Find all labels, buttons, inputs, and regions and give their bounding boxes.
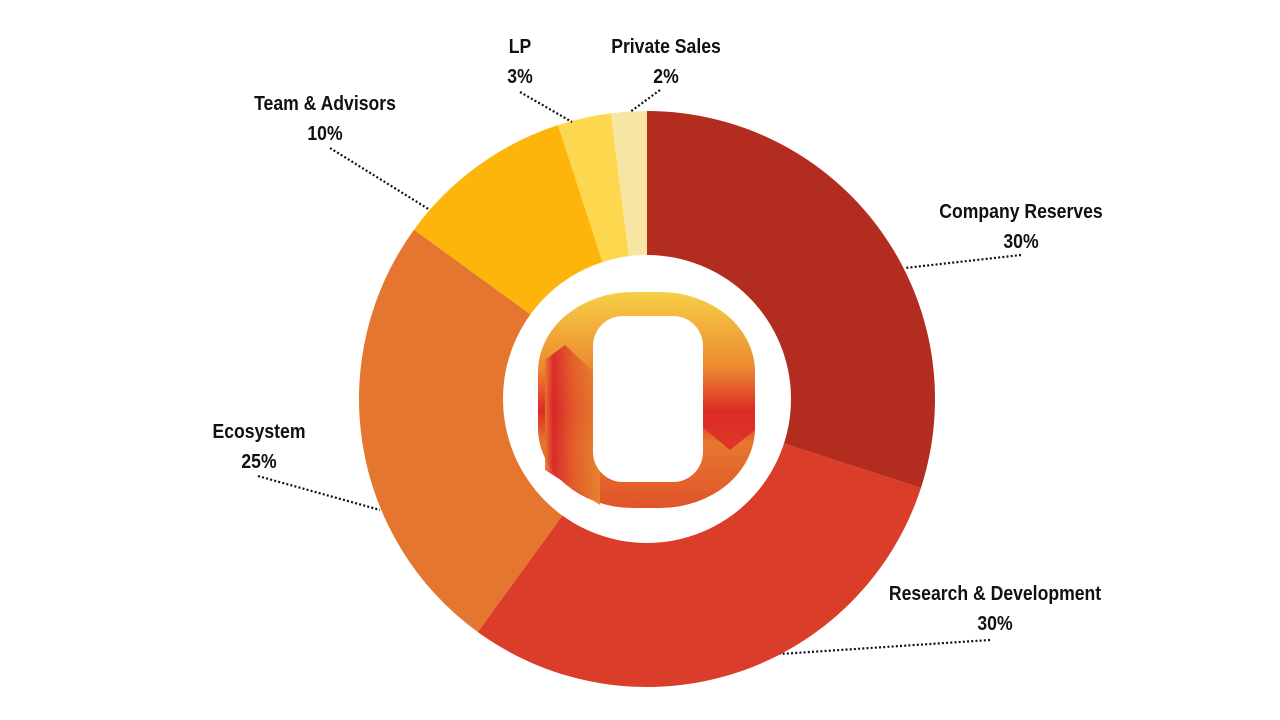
slice-research-development — [477, 399, 921, 687]
label-research-development: Research & Development 30% — [889, 579, 1101, 639]
slice-percent: 2% — [653, 66, 679, 88]
slice-label: Team & Advisors — [254, 93, 396, 115]
slice-ecosystem — [359, 229, 647, 632]
label-team-advisors: Team & Advisors 10% — [254, 89, 396, 149]
label-lp: LP 3% — [507, 32, 532, 92]
slice-percent: 30% — [977, 613, 1013, 635]
label-company-reserves: Company Reserves 30% — [939, 197, 1102, 257]
slice-percent: 30% — [1003, 231, 1039, 253]
leader-line — [779, 638, 991, 656]
leader-line — [904, 253, 1022, 270]
center-logo — [538, 292, 755, 508]
leader-line — [329, 147, 431, 211]
leader-line — [519, 91, 573, 123]
slice-percent: 25% — [241, 451, 277, 473]
label-private-sales: Private Sales 2% — [611, 32, 721, 92]
slice-label: Company Reserves — [939, 201, 1103, 223]
slice-percent: 3% — [507, 66, 533, 88]
slice-label: Private Sales — [611, 36, 721, 58]
slice-label: LP — [508, 36, 532, 58]
leader-line — [257, 474, 381, 512]
label-ecosystem: Ecosystem 25% — [213, 417, 306, 477]
slice-percent: 10% — [307, 123, 343, 145]
slice-label: Research & Development — [888, 583, 1102, 605]
slice-label: Ecosystem — [212, 421, 306, 443]
leader-line — [629, 89, 661, 113]
